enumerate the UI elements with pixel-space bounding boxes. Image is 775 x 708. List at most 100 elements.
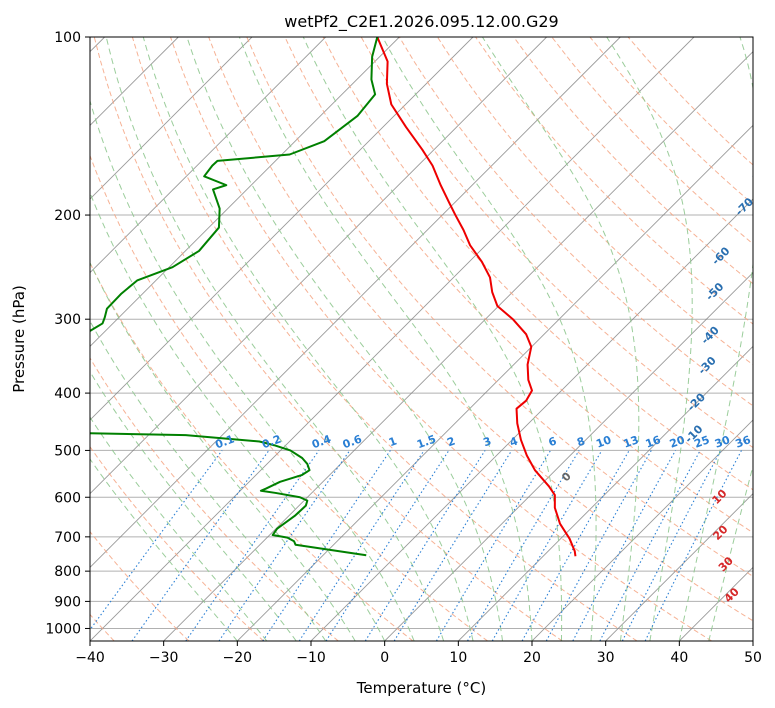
mixing-ratio-line — [393, 450, 513, 641]
moist-adiabat-line — [606, 37, 693, 641]
mixing-ratio-label: 16 — [644, 433, 663, 451]
x-tick-label: 50 — [744, 650, 762, 666]
y-tick-label: 800 — [54, 564, 81, 580]
y-tick-label: 400 — [54, 386, 81, 402]
dry-adiabat-line — [322, 37, 753, 491]
moist-adiabat-line — [90, 261, 356, 641]
dry-adiabat-label: -30 — [696, 354, 719, 377]
x-tick-label: −10 — [296, 650, 326, 666]
isotherm-line — [163, 51, 753, 641]
isotherm-line — [90, 37, 547, 495]
mixing-ratio-label: 4 — [508, 434, 520, 449]
moist-adiabat-line — [142, 37, 474, 641]
mixing-ratio-label: 0.4 — [310, 432, 333, 451]
isotherm-line — [90, 37, 253, 200]
dry-adiabat-line — [284, 37, 753, 534]
dry-adiabat-line — [437, 37, 753, 366]
isotherm-line — [458, 345, 753, 641]
plot-area: 0.10.20.40.611.52346810131620253036-100-… — [90, 37, 775, 641]
mixing-ratio-line — [90, 450, 223, 631]
dry-adiabat-line — [246, 37, 753, 577]
moist-adiabat-line — [90, 320, 327, 641]
mixing-ratio-line — [131, 450, 270, 641]
profile-series — [90, 37, 577, 557]
moist-adiabat-lines — [90, 37, 753, 641]
dry-adiabat-line — [360, 37, 753, 449]
moist-adiabat-line — [302, 37, 563, 641]
moist-adiabat-line — [382, 37, 597, 641]
mixing-ratio-line — [262, 450, 391, 641]
mixing-ratio-label: 30 — [713, 433, 732, 451]
mixing-ratio-line — [325, 450, 450, 641]
mixing-ratio-line — [644, 450, 742, 641]
mixing-ratio-line — [185, 450, 320, 641]
dry-adiabat-line — [90, 445, 264, 641]
dry-adiabat-label: -90 — [767, 106, 775, 129]
isotherm-line — [605, 493, 753, 641]
y-tick-label: 100 — [54, 30, 81, 46]
mixing-ratio-line — [599, 450, 701, 641]
moist-adiabat-line — [708, 464, 753, 641]
moist-adiabat-line — [90, 370, 297, 641]
mixing-ratio-label: 0.1 — [213, 433, 236, 452]
y-tick-label: 1000 — [45, 621, 81, 637]
dry-adiabat-line — [551, 37, 753, 245]
moist-adiabat-line — [105, 37, 445, 641]
dry-adiabat-label: 10 — [710, 487, 730, 507]
isotherm-line — [90, 37, 400, 347]
dry-adiabat-line — [589, 37, 753, 205]
x-tick-label: 40 — [670, 650, 688, 666]
mixing-ratio-label: 1 — [387, 435, 399, 450]
dry-adiabat-line — [93, 37, 563, 641]
moist-adiabat-line — [90, 191, 386, 641]
x-axis-label: Temperature (°C) — [356, 679, 486, 697]
mixing-ratio-line — [572, 450, 677, 641]
dry-adiabat-label: -40 — [699, 324, 722, 347]
mixing-ratio-lines — [90, 450, 742, 641]
moist-adiabat-line — [186, 37, 504, 641]
y-axis-label: Pressure (hPa) — [10, 285, 28, 393]
y-tick-label: 300 — [54, 312, 81, 328]
x-tick-label: −20 — [223, 650, 253, 666]
isotherm-line — [237, 124, 753, 641]
mixing-ratio-label: 6 — [547, 434, 559, 449]
isotherm-line — [90, 37, 621, 568]
mixing-ratio-label: 25 — [692, 433, 711, 450]
dry-adiabat-line — [90, 357, 339, 641]
mixing-ratio-label: 13 — [622, 433, 641, 450]
dry-adiabat-line — [90, 530, 190, 641]
pressure-gridlines — [90, 37, 753, 629]
y-tick-label: 200 — [54, 208, 81, 224]
moist-adiabat-line — [678, 37, 753, 641]
temperature-profile-line — [376, 37, 577, 557]
y-tick-label: 900 — [54, 594, 81, 610]
isotherm-line — [90, 37, 326, 274]
isotherm-line — [531, 419, 753, 641]
chart-title: wetPf2_C2E1.2026.095.12.00.G29 — [284, 12, 558, 32]
isotherm-lines — [90, 37, 753, 641]
x-tick-label: 0 — [380, 650, 389, 666]
dry-adiabat-line — [170, 37, 713, 641]
x-tick-label: −30 — [149, 650, 179, 666]
mixing-ratio-label: 2 — [445, 435, 457, 450]
moist-adiabat-line — [238, 37, 533, 641]
isotherm-line — [752, 640, 753, 641]
x-axis: −40 −30 −20 −10 0 10 20 30 40 50 — [75, 641, 762, 666]
y-tick-label: 500 — [54, 443, 81, 459]
mixing-ratio-line — [545, 450, 652, 641]
mixing-ratio-label: 0.6 — [341, 432, 364, 451]
y-tick-label: 600 — [54, 490, 81, 506]
dewpoint-profile-line — [90, 37, 379, 557]
mixing-ratio-line — [218, 450, 351, 641]
dry-adiabat-lines — [90, 37, 753, 641]
moist-adiabat-line — [90, 416, 268, 641]
moist-adiabat-line — [481, 37, 640, 641]
dry-adiabat-line — [131, 37, 638, 641]
dry-adiabat-label: 20 — [710, 523, 730, 543]
x-tick-label: −40 — [75, 650, 105, 666]
y-tick-label: 700 — [54, 530, 81, 546]
dry-adiabat-line — [513, 37, 753, 285]
plot-frame — [89, 36, 754, 642]
x-tick-label: 30 — [597, 650, 615, 666]
